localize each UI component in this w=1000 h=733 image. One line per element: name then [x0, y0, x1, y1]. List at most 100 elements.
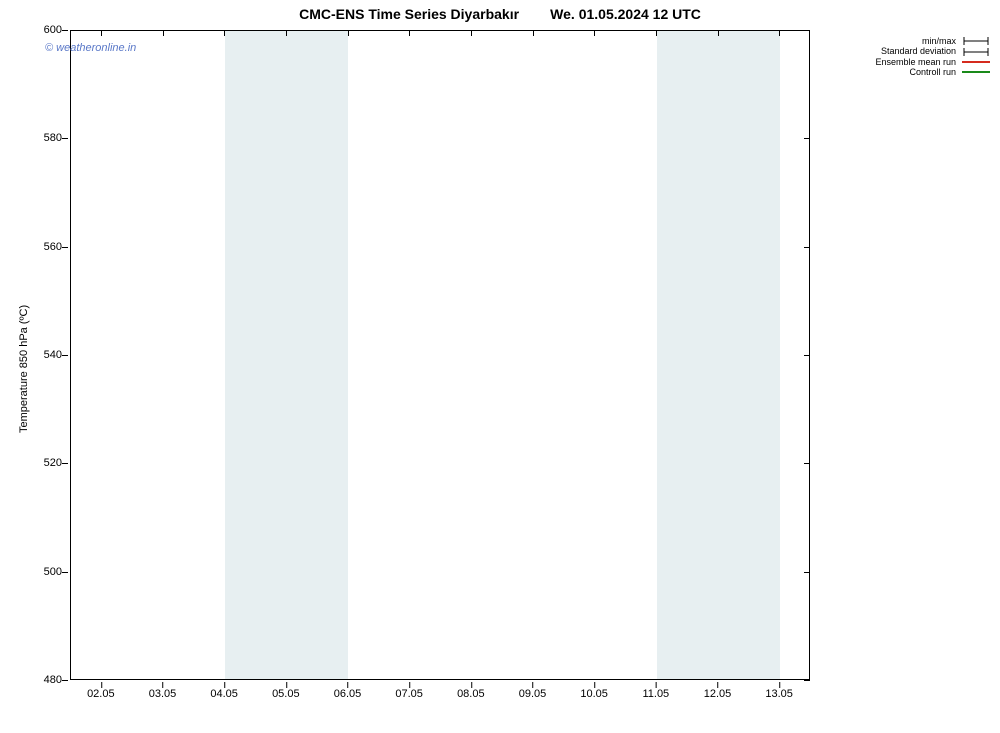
x-tick-mark — [779, 682, 780, 688]
x-tick-mark-top — [286, 30, 287, 36]
legend-swatch — [962, 36, 990, 46]
y-tick: 580 — [0, 132, 62, 144]
y-tick-mark-right — [804, 680, 810, 681]
x-tick-label: 04.05 — [210, 688, 238, 700]
x-tick-label: 06.05 — [334, 688, 362, 700]
legend-item: min/max — [875, 36, 990, 46]
y-tick-label: 580 — [44, 132, 62, 144]
y-tick-mark — [62, 680, 68, 681]
x-tick: 08.05 — [457, 688, 485, 700]
chart-title-gap — [523, 6, 546, 22]
y-tick-label: 600 — [44, 24, 62, 36]
legend-swatch — [962, 57, 990, 67]
x-tick-mark-top — [718, 30, 719, 36]
chart-container: CMC-ENS Time Series Diyarbakır We. 01.05… — [0, 0, 1000, 733]
x-tick-label: 11.05 — [642, 688, 669, 700]
x-tick-label: 07.05 — [395, 688, 423, 700]
y-tick-mark — [62, 138, 68, 139]
legend-item: Standard deviation — [875, 46, 990, 56]
weekend-band — [225, 31, 348, 679]
x-tick-mark-top — [163, 30, 164, 36]
x-tick: 07.05 — [395, 688, 423, 700]
plot-area — [70, 30, 810, 680]
x-tick: 04.05 — [210, 688, 238, 700]
x-tick-mark — [286, 682, 287, 688]
y-tick-mark-right — [804, 463, 810, 464]
x-tick-label: 12.05 — [704, 688, 732, 700]
x-tick-mark — [594, 682, 595, 688]
x-tick: 10.05 — [580, 688, 608, 700]
y-tick: 520 — [0, 457, 62, 469]
x-tick-label: 03.05 — [149, 688, 177, 700]
y-tick-mark — [62, 463, 68, 464]
x-tick-mark — [533, 682, 534, 688]
legend: min/maxStandard deviationEnsemble mean r… — [875, 36, 990, 77]
x-tick-label: 08.05 — [457, 688, 485, 700]
legend-item: Controll run — [875, 67, 990, 77]
x-tick-mark-top — [471, 30, 472, 36]
x-tick-label: 10.05 — [580, 688, 608, 700]
y-tick-mark-right — [804, 572, 810, 573]
legend-label: min/max — [922, 36, 956, 46]
legend-swatch — [962, 67, 990, 77]
y-axis-label: Temperature 850 hPa (ºC) — [18, 305, 30, 433]
x-tick-mark-top — [409, 30, 410, 36]
x-tick-mark — [656, 682, 657, 688]
x-tick-label: 05.05 — [272, 688, 300, 700]
y-tick-mark — [62, 355, 68, 356]
y-tick: 480 — [0, 674, 62, 686]
x-tick-mark-top — [101, 30, 102, 36]
x-tick-mark — [718, 682, 719, 688]
chart-title-left: CMC-ENS Time Series Diyarbakır — [299, 6, 519, 22]
x-tick-mark-top — [779, 30, 780, 36]
x-tick-mark-top — [348, 30, 349, 36]
x-tick: 09.05 — [519, 688, 547, 700]
y-tick-mark — [62, 247, 68, 248]
x-tick-label: 09.05 — [519, 688, 547, 700]
x-tick-mark — [101, 682, 102, 688]
x-tick-mark-top — [656, 30, 657, 36]
y-tick: 560 — [0, 241, 62, 253]
y-tick-label: 500 — [44, 566, 62, 578]
x-tick-label: 13.05 — [765, 688, 793, 700]
x-tick: 02.05 — [87, 688, 115, 700]
chart-title: CMC-ENS Time Series Diyarbakır We. 01.05… — [0, 6, 1000, 22]
y-tick-label: 540 — [44, 349, 62, 361]
x-tick-mark — [163, 682, 164, 688]
x-tick: 13.05 — [765, 688, 793, 700]
y-tick-mark-right — [804, 355, 810, 356]
x-tick-mark — [224, 682, 225, 688]
x-tick: 12.05 — [704, 688, 732, 700]
legend-label: Ensemble mean run — [875, 57, 956, 67]
legend-item: Ensemble mean run — [875, 57, 990, 67]
y-tick-label: 560 — [44, 241, 62, 253]
y-tick-mark — [62, 572, 68, 573]
x-tick-mark-top — [224, 30, 225, 36]
y-tick: 500 — [0, 566, 62, 578]
y-tick-label: 520 — [44, 457, 62, 469]
y-tick-mark — [62, 30, 68, 31]
x-tick: 03.05 — [149, 688, 177, 700]
y-tick-mark-right — [804, 138, 810, 139]
legend-label: Standard deviation — [881, 46, 956, 56]
x-tick-mark-top — [533, 30, 534, 36]
x-tick: 11.05 — [642, 688, 669, 700]
chart-title-right: We. 01.05.2024 12 UTC — [550, 6, 701, 22]
y-tick-mark-right — [804, 247, 810, 248]
watermark-text: © weatheronline.in — [45, 42, 136, 54]
y-tick: 600 — [0, 24, 62, 36]
y-tick-label: 480 — [44, 674, 62, 686]
x-tick: 05.05 — [272, 688, 300, 700]
x-tick-label: 02.05 — [87, 688, 115, 700]
x-tick-mark — [409, 682, 410, 688]
weekend-band — [657, 31, 780, 679]
x-tick: 06.05 — [334, 688, 362, 700]
legend-label: Controll run — [909, 67, 956, 77]
y-tick: 540 — [0, 349, 62, 361]
watermark: © weatheronline.in — [45, 42, 136, 54]
x-tick-mark — [471, 682, 472, 688]
x-tick-mark — [348, 682, 349, 688]
x-tick-mark-top — [594, 30, 595, 36]
legend-swatch — [962, 47, 990, 57]
y-tick-mark-right — [804, 30, 810, 31]
